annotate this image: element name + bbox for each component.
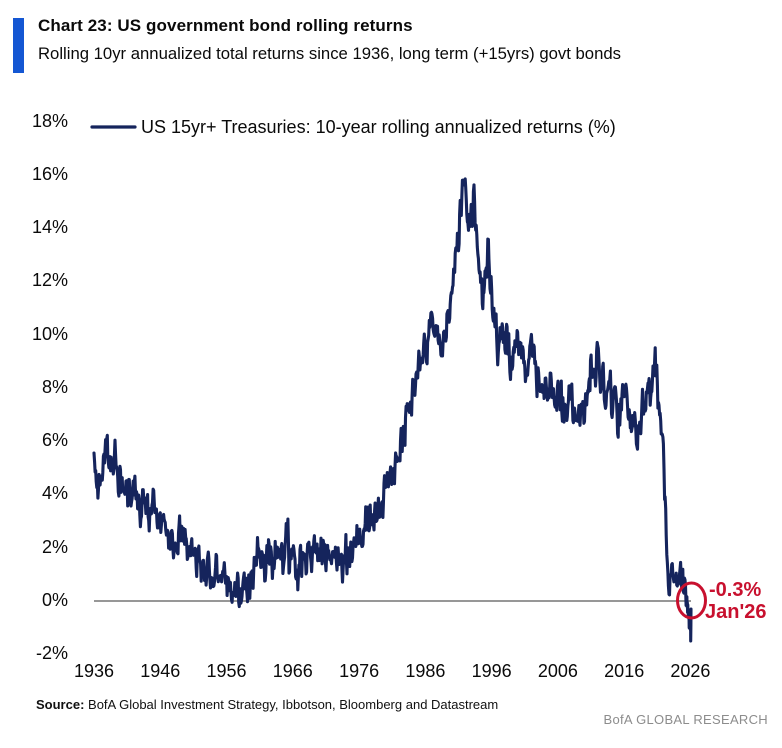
svg-text:10%: 10%: [32, 324, 68, 344]
svg-text:14%: 14%: [32, 217, 68, 237]
svg-text:2016: 2016: [604, 661, 644, 681]
svg-text:2026: 2026: [670, 661, 710, 681]
svg-text:4%: 4%: [42, 483, 68, 503]
svg-text:18%: 18%: [32, 111, 68, 131]
svg-text:1936: 1936: [74, 661, 114, 681]
svg-text:16%: 16%: [32, 164, 68, 184]
svg-text:1996: 1996: [472, 661, 512, 681]
svg-text:6%: 6%: [42, 430, 68, 450]
svg-text:US 15yr+ Treasuries: 10-year r: US 15yr+ Treasuries: 10-year rolling ann…: [141, 117, 616, 137]
svg-text:1956: 1956: [206, 661, 246, 681]
svg-text:8%: 8%: [42, 377, 68, 397]
svg-text:1946: 1946: [140, 661, 180, 681]
svg-text:1966: 1966: [273, 661, 313, 681]
svg-text:1986: 1986: [405, 661, 445, 681]
svg-text:2%: 2%: [42, 537, 68, 557]
svg-text:12%: 12%: [32, 270, 68, 290]
svg-text:2006: 2006: [538, 661, 578, 681]
svg-text:1976: 1976: [339, 661, 379, 681]
svg-text:-0.3%: -0.3%: [709, 579, 761, 601]
svg-text:-2%: -2%: [36, 643, 68, 663]
svg-text:0%: 0%: [42, 590, 68, 610]
svg-text:Jan'26: Jan'26: [705, 601, 766, 623]
